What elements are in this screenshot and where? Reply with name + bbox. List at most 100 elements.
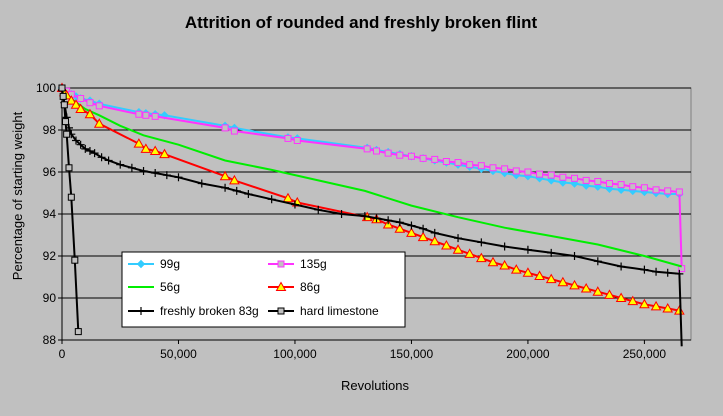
data-point-hard-limestone bbox=[61, 118, 69, 126]
data-point-135g bbox=[384, 149, 392, 157]
data-point-86g bbox=[229, 174, 240, 185]
data-point-freshly-broken-83g bbox=[81, 144, 90, 153]
data-point-freshly-broken-83g bbox=[197, 179, 206, 188]
data-point-135g bbox=[442, 158, 450, 165]
data-point-freshly-broken-83g bbox=[593, 257, 602, 266]
data-point-86g bbox=[534, 270, 545, 280]
y-tick-label: 94 bbox=[43, 207, 57, 221]
data-point-135g bbox=[293, 137, 301, 144]
data-point-135g bbox=[135, 110, 143, 118]
data-point-135g bbox=[652, 186, 660, 194]
data-point-86g bbox=[417, 231, 429, 242]
data-point-hard-limestone bbox=[58, 84, 66, 92]
data-point-135g bbox=[221, 124, 229, 132]
series-56g bbox=[61, 87, 682, 268]
data-point-freshly-broken-83g bbox=[663, 268, 672, 277]
data-point-86g bbox=[219, 170, 231, 181]
x-tick-label: 150,000 bbox=[390, 347, 434, 361]
x-axis-label: Revolutions bbox=[341, 378, 409, 393]
data-point-freshly-broken-83g bbox=[127, 163, 136, 172]
data-point-freshly-broken-83g bbox=[372, 214, 381, 223]
data-point-86g bbox=[133, 138, 145, 148]
data-point-freshly-broken-83g bbox=[477, 238, 486, 247]
data-point-135g bbox=[640, 184, 648, 192]
x-tick-label: 250,000 bbox=[623, 347, 667, 361]
x-tick-label: 50,000 bbox=[160, 347, 197, 361]
y-tick-label: 100 bbox=[36, 81, 56, 95]
data-point-freshly-broken-83g bbox=[523, 245, 532, 254]
data-point-86g bbox=[615, 292, 627, 302]
data-point-freshly-broken-83g bbox=[71, 136, 80, 145]
data-point-86g bbox=[639, 298, 650, 309]
legend-item-86g: 86g bbox=[268, 280, 320, 294]
data-point-135g bbox=[489, 164, 497, 172]
series-freshly-broken-83g bbox=[58, 86, 684, 347]
data-point-135g bbox=[524, 168, 532, 176]
legend-label: 86g bbox=[300, 280, 320, 294]
data-point-135g bbox=[512, 167, 520, 175]
data-point-135g bbox=[284, 134, 292, 142]
data-point-freshly-broken-83g bbox=[267, 195, 276, 204]
data-point-freshly-broken-83g bbox=[454, 234, 463, 243]
data-point-freshly-broken-83g bbox=[314, 205, 323, 214]
y-tick-label: 98 bbox=[43, 123, 57, 137]
data-point-freshly-broken-83g bbox=[90, 149, 99, 158]
legend-marker bbox=[137, 307, 145, 315]
data-point-freshly-broken-83g bbox=[174, 173, 183, 182]
data-point-freshly-broken-83g bbox=[244, 190, 253, 199]
data-point-freshly-broken-83g bbox=[232, 186, 241, 195]
data-point-86g bbox=[487, 256, 499, 267]
data-point-135g bbox=[477, 162, 485, 170]
data-point-86g bbox=[149, 145, 161, 155]
series-86g bbox=[56, 82, 685, 315]
data-point-freshly-broken-83g bbox=[151, 169, 160, 178]
data-point-86g bbox=[650, 300, 662, 311]
data-point-135g bbox=[582, 176, 590, 184]
data-point-freshly-broken-83g bbox=[617, 262, 626, 271]
data-point-freshly-broken-83g bbox=[360, 212, 369, 221]
data-point-hard-limestone bbox=[59, 92, 67, 100]
legend-label: freshly broken 83g bbox=[160, 304, 259, 318]
data-point-86g bbox=[557, 276, 569, 287]
legend-marker bbox=[136, 259, 146, 269]
data-point-86g bbox=[282, 192, 294, 203]
data-point-135g bbox=[373, 147, 380, 155]
series-layer bbox=[56, 82, 686, 347]
data-point-freshly-broken-83g bbox=[139, 166, 148, 175]
data-point-freshly-broken-83g bbox=[290, 200, 299, 209]
data-point-freshly-broken-83g bbox=[162, 171, 171, 180]
data-point-86g bbox=[429, 235, 441, 246]
legend-label: hard limestone bbox=[300, 304, 379, 318]
legend-item-99g: 99g bbox=[128, 257, 180, 271]
legend-marker bbox=[277, 260, 285, 268]
data-point-freshly-broken-83g bbox=[570, 252, 579, 260]
data-point-86g bbox=[406, 227, 417, 237]
data-point-freshly-broken-83g bbox=[85, 147, 94, 155]
legend-item-135g: 135g bbox=[268, 257, 327, 271]
data-point-86g bbox=[592, 286, 604, 296]
data-point-135g bbox=[86, 99, 94, 107]
data-point-86g bbox=[510, 264, 522, 274]
data-point-86g bbox=[441, 239, 452, 250]
data-point-86g bbox=[65, 95, 77, 105]
data-point-86g bbox=[159, 148, 170, 159]
y-tick-label: 90 bbox=[43, 291, 57, 305]
data-point-86g bbox=[569, 279, 580, 290]
legend-marker bbox=[275, 281, 287, 291]
legend-label: 99g bbox=[160, 257, 180, 271]
data-point-freshly-broken-83g bbox=[419, 224, 428, 233]
data-point-freshly-broken-83g bbox=[500, 242, 509, 251]
data-point-freshly-broken-83g bbox=[675, 269, 684, 278]
data-point-hard-limestone bbox=[67, 193, 75, 201]
data-point-135g bbox=[536, 170, 544, 178]
data-point-135g bbox=[407, 152, 415, 160]
series-hard-limestone bbox=[58, 84, 82, 336]
legend-item-56g: 56g bbox=[128, 280, 180, 294]
data-point-86g bbox=[604, 289, 615, 299]
data-point-135g bbox=[571, 174, 579, 182]
data-point-135g bbox=[466, 161, 474, 169]
data-point-86g bbox=[70, 99, 82, 109]
data-point-135g bbox=[454, 159, 462, 167]
data-point-86g bbox=[93, 118, 105, 128]
